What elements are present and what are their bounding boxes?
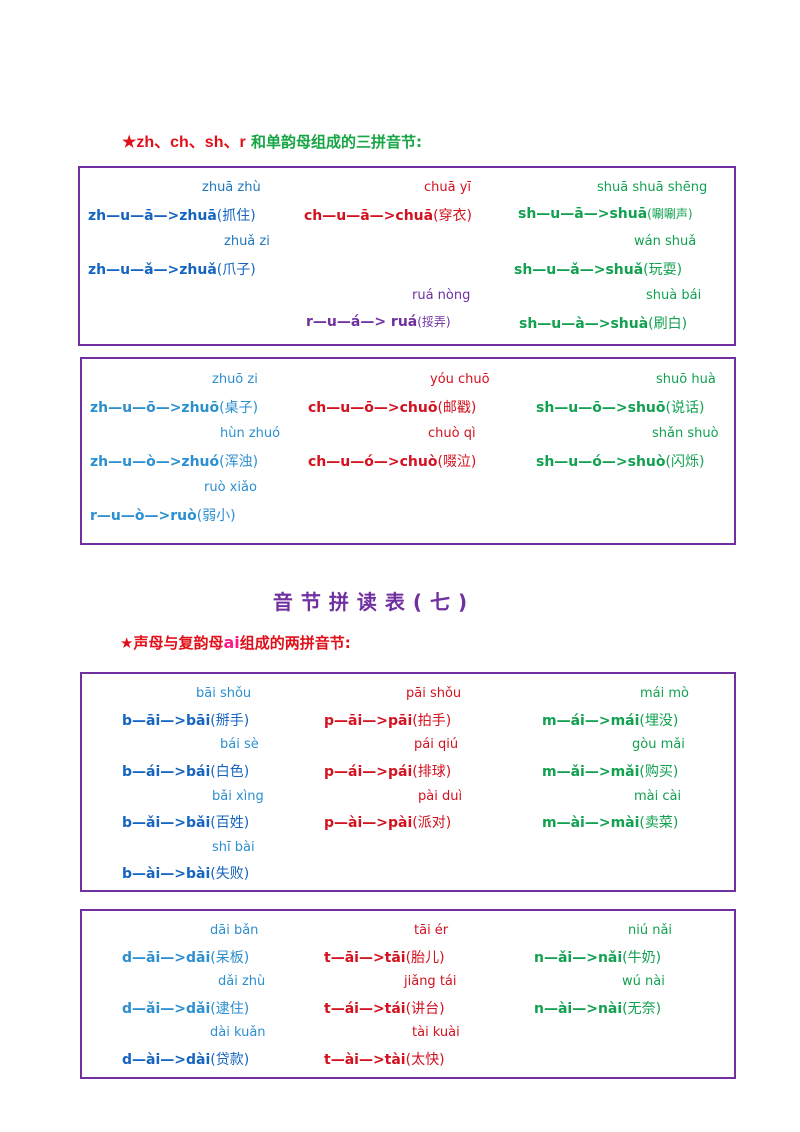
heading-syllables: ★zh、ch、sh、r — [122, 134, 246, 151]
pinyin-label: dài kuǎn — [210, 1025, 266, 1040]
pinyin-label: pài duì — [418, 789, 463, 804]
pinyin-label: shuō huà — [656, 372, 716, 387]
spelling-line: r—u—á—> ruá(挼弄) — [306, 314, 451, 330]
heading-text: 和单韵母组成的三拼音节: — [250, 133, 422, 151]
syllable-box-zh-ch-sh-r-o — [80, 357, 736, 545]
spelling-line: n—ài—>nài(无奈) — [534, 1001, 662, 1017]
spelling-line: m—ài—>mài(卖菜) — [542, 815, 679, 831]
pinyin-label: shī bài — [212, 840, 255, 855]
pinyin-label: dǎi zhù — [218, 974, 266, 989]
pinyin-label: wú nài — [622, 974, 665, 989]
spelling-line: zh—u—ō—>zhuō(桌子) — [90, 400, 259, 416]
spelling-line: b—ái—>bái(白色) — [122, 764, 250, 780]
pinyin-label: shuā shuā shēng — [597, 180, 708, 195]
pinyin-label: pāi shǒu — [406, 686, 462, 701]
pinyin-label: pái qiú — [414, 737, 459, 752]
spelling-line: zh—u—ò—>zhuó(浑浊) — [90, 454, 259, 470]
heading-ai: ai — [223, 633, 240, 652]
pinyin-label: zhuō zi — [212, 372, 258, 387]
pinyin-label: shǎn shuò — [652, 426, 719, 441]
pinyin-label: dāi bǎn — [210, 923, 259, 938]
pinyin-label: hùn zhuó — [220, 426, 281, 441]
pinyin-label: wán shuǎ — [634, 234, 697, 249]
spelling-line: p—ài—>pài(派对) — [324, 815, 452, 831]
pinyin-label: chuā yī — [424, 180, 472, 195]
pinyin-label: bǎi xìng — [212, 789, 264, 804]
pinyin-label: bāi shǒu — [196, 686, 252, 701]
pinyin-label: zhuǎ zi — [224, 234, 270, 249]
spelling-line: d—āi—>dāi(呆板) — [122, 950, 250, 966]
syllable-box-d-t-n — [80, 909, 736, 1079]
heading-prefix: ★声母与复韵母 — [120, 634, 224, 652]
pinyin-label: tài kuài — [412, 1025, 460, 1040]
spelling-line: b—ài—>bài(失败) — [122, 866, 250, 882]
spelling-line: d—ǎi—>dǎi(逮住) — [122, 1001, 250, 1017]
spelling-line: ch—u—ā—>chuā(穿衣) — [304, 208, 473, 224]
spelling-line: b—āi—>bāi(掰手) — [122, 713, 250, 729]
spelling-line: t—ái—>tái(讲台) — [324, 1001, 445, 1017]
section-heading-three-part: ★zh、ch、sh、r 和单韵母组成的三拼音节: — [122, 128, 422, 152]
pinyin-label: ruá nòng — [412, 288, 471, 303]
pinyin-label: mài cài — [634, 789, 682, 804]
spelling-line: d—ài—>dài(贷款) — [122, 1052, 250, 1068]
syllable-box-zh-ch-sh-r-a — [78, 166, 736, 346]
spelling-line: b—ǎi—>bǎi(百姓) — [122, 815, 250, 831]
section-heading-ai: ★声母与复韵母ai组成的两拼音节: — [120, 632, 351, 653]
pinyin-label: chuò qì — [428, 426, 476, 441]
spelling-line: p—āi—>pāi(拍手) — [324, 713, 452, 729]
pinyin-label: yóu chuō — [430, 372, 490, 387]
pinyin-label: shuà bái — [646, 288, 702, 303]
pinyin-label: gòu mǎi — [632, 737, 685, 752]
spelling-line: zh—u—ǎ—>zhuǎ(爪子) — [88, 262, 256, 278]
spelling-line: ch—u—ō—>chuō(邮戳) — [308, 400, 477, 416]
pinyin-label: jiǎng tái — [404, 974, 457, 989]
spelling-line: m—ǎi—>mǎi(购买) — [542, 764, 679, 780]
spelling-line: p—ái—>pái(排球) — [324, 764, 452, 780]
pinyin-label: tāi ér — [414, 923, 449, 938]
spelling-line: zh—u—ā—>zhuā(抓住) — [88, 208, 256, 224]
heading-suffix: 组成的两拼音节: — [239, 634, 351, 652]
page-title: 音节拼读表(七) — [272, 590, 476, 614]
spelling-line: sh—u—à—>shuà(刷白) — [519, 316, 688, 332]
spelling-line: t—ài—>tài(太快) — [324, 1052, 445, 1068]
syllable-box-b-p-m — [80, 672, 736, 892]
pinyin-label: niú nǎi — [628, 923, 673, 938]
spelling-line: sh—u—ǎ—>shuǎ(玩耍) — [514, 262, 683, 278]
pinyin-label: mái mò — [640, 686, 689, 701]
spelling-line: sh—u—ā—>shuā(唰唰声) — [518, 206, 693, 222]
spelling-line: sh—u—ó—>shuò(闪烁) — [536, 454, 705, 470]
pinyin-label: ruò xiǎo — [204, 480, 257, 495]
spelling-line: ch—u—ó—>chuò(啜泣) — [308, 454, 477, 470]
spelling-line: n—ǎi—>nǎi(牛奶) — [534, 950, 662, 966]
spelling-line: m—ái—>mái(埋没) — [542, 713, 679, 729]
spelling-line: t—āi—>tāi(胎儿) — [324, 950, 445, 966]
pinyin-label: zhuā zhù — [202, 180, 261, 195]
spelling-line: r—u—ò—>ruò(弱小) — [90, 508, 236, 524]
pinyin-label: bái sè — [220, 737, 259, 752]
spelling-line: sh—u—ō—>shuō(说话) — [536, 400, 705, 416]
